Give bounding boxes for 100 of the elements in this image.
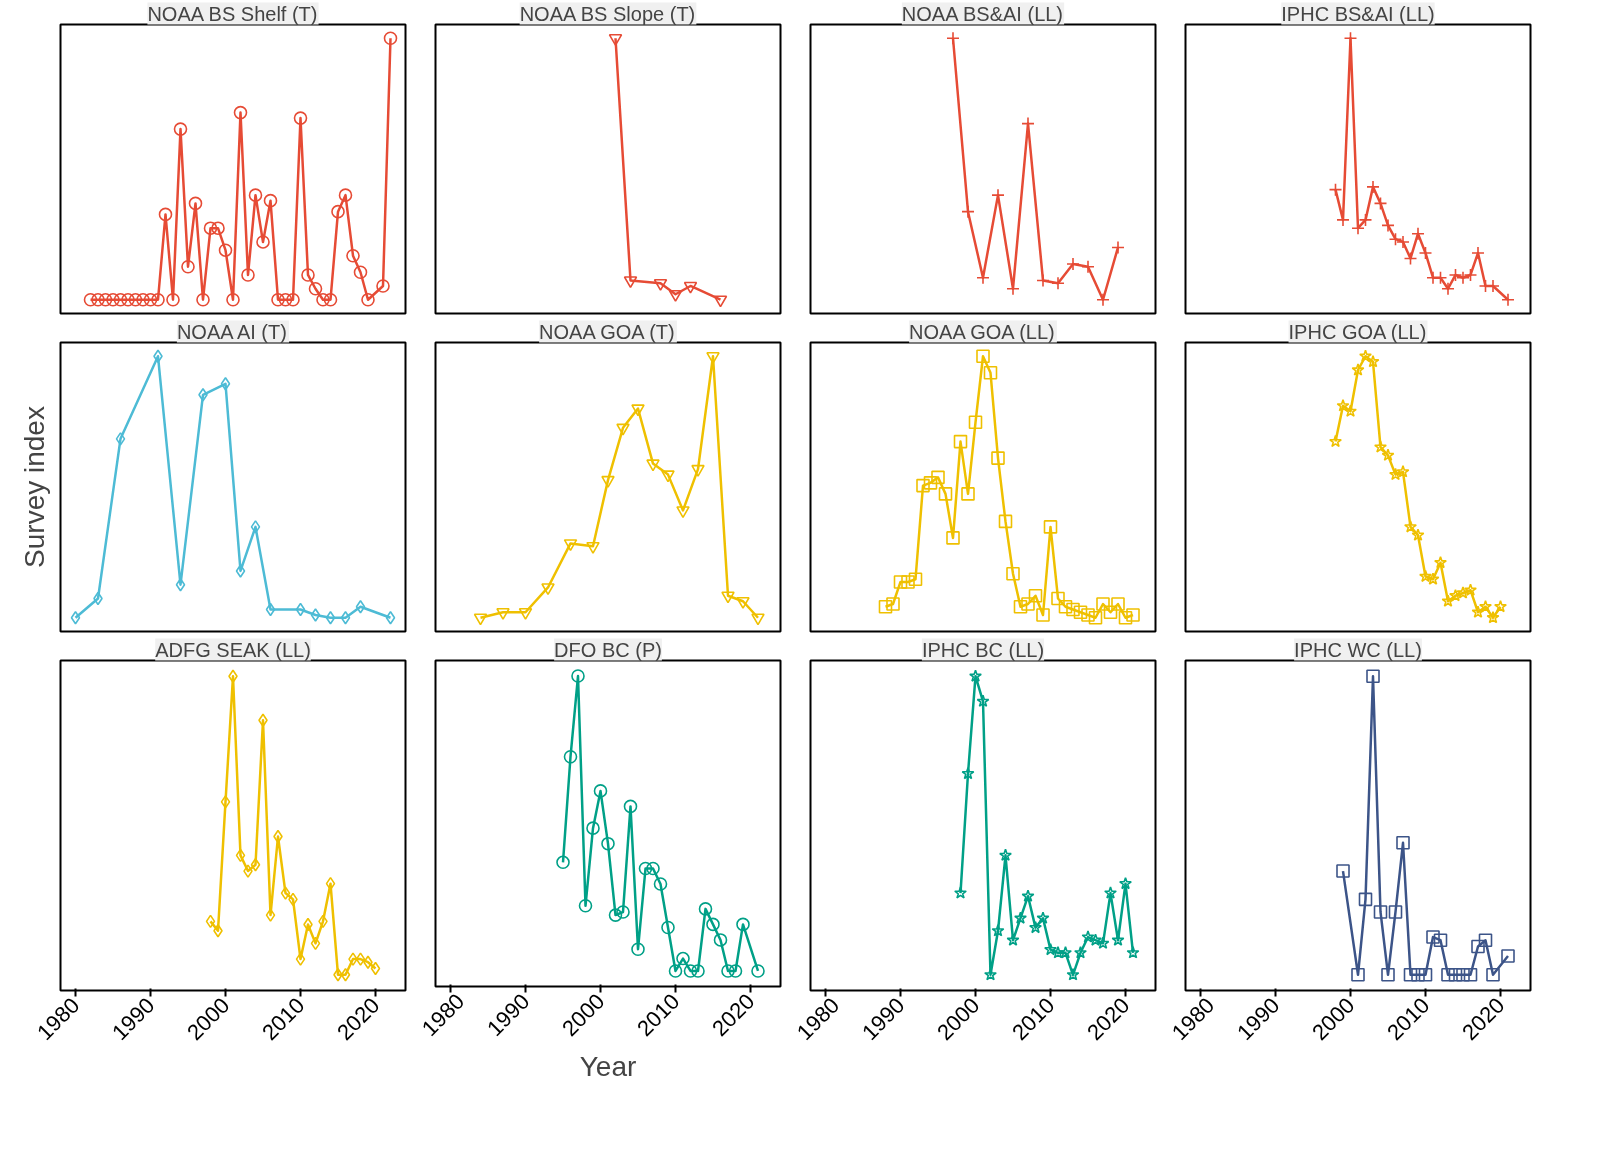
chart-title: IPHC BS&AI (LL): [1281, 2, 1435, 25]
point: [601, 836, 615, 851]
point: [1418, 967, 1433, 982]
point: [370, 961, 381, 976]
point: [976, 694, 990, 708]
point: [661, 920, 675, 935]
point: [355, 952, 366, 966]
point: [250, 520, 261, 534]
chart-title: IPHC BC (LL): [921, 638, 1045, 661]
point: [331, 204, 345, 219]
point: [991, 923, 1005, 937]
point: [1036, 911, 1050, 924]
point: [91, 292, 105, 307]
point: [563, 539, 578, 552]
chart-title: ADFG SEAK (LL): [155, 638, 311, 661]
point: [295, 952, 306, 966]
point: [1088, 610, 1103, 625]
chart-title: NOAA AI (T): [176, 320, 287, 343]
point: [706, 917, 720, 932]
point: [325, 610, 336, 625]
point: [1456, 586, 1470, 599]
point: [578, 898, 593, 913]
point: [241, 268, 255, 282]
point: [1381, 967, 1395, 982]
point: [151, 292, 165, 307]
point: [1013, 599, 1028, 614]
point: [751, 964, 765, 978]
point: [1366, 669, 1380, 684]
point: [893, 575, 908, 589]
point: [1058, 599, 1073, 614]
point: [616, 905, 630, 919]
point: [316, 292, 330, 307]
point: [1028, 920, 1043, 934]
point: [991, 451, 1005, 465]
point: [286, 292, 300, 307]
point: [623, 799, 638, 814]
point: [1381, 448, 1395, 461]
point: [263, 193, 278, 208]
point: [631, 942, 645, 957]
point: [198, 388, 208, 402]
point: [1073, 605, 1088, 620]
point: [1426, 930, 1440, 944]
point: [721, 964, 735, 978]
point: [220, 376, 231, 391]
point: [698, 902, 713, 916]
point: [1396, 835, 1410, 850]
point: [1373, 905, 1388, 919]
point: [1006, 566, 1020, 581]
point: [691, 964, 705, 978]
point: [541, 583, 555, 596]
point: [953, 434, 968, 449]
point: [1486, 967, 1500, 982]
point: [233, 105, 248, 120]
point: [1388, 905, 1403, 919]
point: [1471, 605, 1485, 618]
point: [211, 221, 225, 235]
point: [271, 292, 285, 307]
point: [968, 669, 983, 682]
point: [1051, 591, 1065, 606]
point: [218, 243, 233, 257]
point: [1433, 933, 1448, 948]
point: [106, 292, 120, 307]
point: [98, 292, 113, 307]
point: [1328, 434, 1343, 448]
point: [143, 292, 158, 307]
point: [235, 564, 246, 578]
point: [310, 936, 321, 951]
point: [1418, 569, 1433, 583]
point: [1043, 520, 1058, 534]
point: [340, 967, 351, 982]
point: [586, 541, 600, 554]
point: [188, 196, 203, 211]
point: [1493, 599, 1508, 613]
point: [376, 279, 390, 293]
chart-title: NOAA GOA (T): [539, 320, 675, 343]
chart-title: IPHC WC (LL): [1294, 638, 1422, 661]
point: [983, 967, 998, 981]
point: [1478, 933, 1493, 948]
point: [1373, 196, 1388, 211]
point: [691, 464, 705, 477]
point: [323, 292, 338, 307]
point: [968, 415, 983, 430]
point: [1441, 594, 1455, 607]
point: [181, 259, 195, 274]
point: [1471, 939, 1485, 954]
point: [1111, 933, 1125, 946]
point: [1096, 936, 1110, 950]
point: [1486, 610, 1500, 624]
point: [196, 292, 210, 307]
point: [1126, 945, 1140, 959]
point: [518, 607, 533, 620]
point: [1336, 399, 1350, 412]
point: [751, 613, 765, 626]
point: [1373, 440, 1388, 453]
point: [173, 122, 188, 136]
point: [1403, 520, 1418, 533]
point: [1388, 467, 1403, 481]
point: [1043, 942, 1058, 956]
point: [908, 572, 923, 586]
point: [353, 265, 368, 279]
